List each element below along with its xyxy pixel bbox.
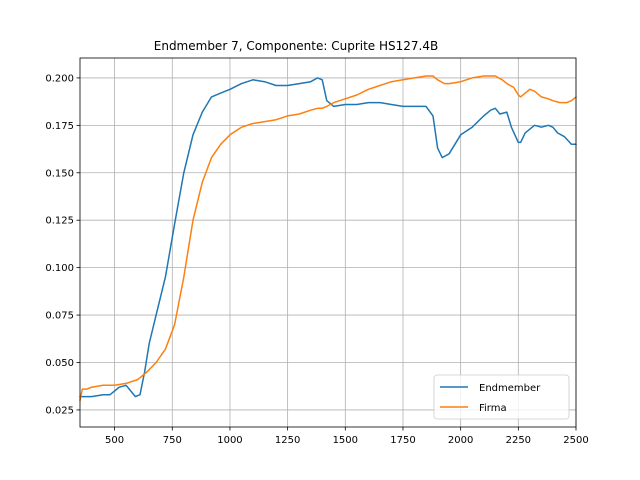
x-tick-label: 1000 [217, 435, 242, 446]
y-tick-label: 0.200 [45, 73, 74, 84]
y-tick-label: 0.025 [45, 405, 74, 416]
y-tick-label: 0.175 [45, 121, 74, 132]
x-tick-label: 1250 [275, 435, 300, 446]
series-line-firma [79, 75, 577, 402]
plot-area-frame [79, 57, 577, 428]
x-tick-label: 500 [105, 435, 124, 446]
y-tick-label: 0.050 [45, 358, 74, 369]
x-tick-label: 1750 [390, 435, 415, 446]
x-tick-label: 1500 [333, 435, 358, 446]
legend-box [433, 374, 570, 420]
x-tick-label: 2500 [563, 435, 588, 446]
y-tick-label: 0.150 [45, 168, 74, 179]
x-axis: 500 750 1000 1250 1500 1750 2000 2250 2500 [105, 427, 589, 446]
x-tick-label: 750 [163, 435, 182, 446]
data-series [79, 75, 577, 402]
y-tick-label: 0.100 [45, 263, 74, 274]
chart-title: Endmember 7, Componente: Cuprite HS127.4… [154, 39, 438, 53]
x-tick-label: 2250 [506, 435, 531, 446]
legend-label-firma: Firma [479, 403, 507, 414]
y-tick-label: 0.075 [45, 311, 74, 322]
y-axis: 0.025 0.050 0.075 0.100 0.125 0.150 0.175 0.200 [45, 73, 80, 416]
series-line-endmember [79, 77, 577, 398]
legend: Endmember Firma [433, 374, 570, 420]
x-tick-label: 2000 [448, 435, 473, 446]
legend-label-endmember: Endmember [479, 383, 541, 394]
y-tick-label: 0.125 [45, 216, 74, 227]
